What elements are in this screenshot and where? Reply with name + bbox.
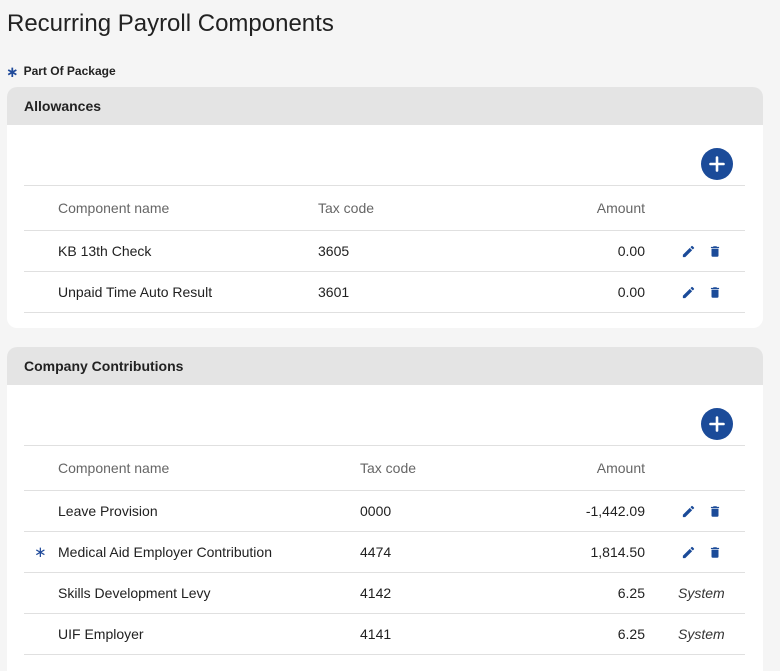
- amount: 0.00: [617, 284, 645, 300]
- company-contributions-card: Company Contributions Component name Tax…: [7, 347, 763, 671]
- table-header-row: Component name Tax code Amount: [24, 445, 745, 490]
- pencil-icon: [682, 245, 694, 257]
- amount: -1,442.09: [585, 503, 645, 519]
- table-header-row: Component name Tax code Amount: [24, 185, 745, 230]
- amount: 6.25: [617, 585, 645, 601]
- column-header-amount: Amount: [596, 200, 645, 216]
- column-header-tax-code: Tax code: [360, 460, 417, 476]
- tax-code: 3605: [318, 243, 350, 259]
- add-allowance-button[interactable]: [701, 148, 733, 180]
- allowances-header: Allowances: [7, 87, 763, 125]
- tax-code: 4474: [360, 544, 392, 560]
- table-row: ∗ Medical Aid Employer Contribution 4474…: [24, 531, 745, 572]
- company-contributions-table: Component name Tax code Amount Leave Pro…: [24, 445, 745, 655]
- edit-button[interactable]: [679, 283, 697, 301]
- page-title: Recurring Payroll Components: [7, 10, 334, 37]
- package-marker-icon: ∗: [6, 64, 19, 81]
- tax-code: 4142: [360, 585, 392, 601]
- trash-icon: [710, 546, 720, 558]
- company-contributions-header: Company Contributions: [7, 347, 763, 385]
- system-label: System: [678, 585, 725, 601]
- plus-icon: [709, 156, 725, 172]
- component-name: Unpaid Time Auto Result: [58, 284, 213, 300]
- table-row: UIF Employer 4141 6.25 System: [24, 613, 745, 655]
- row-actions: [679, 242, 724, 260]
- component-name: KB 13th Check: [58, 243, 152, 259]
- pencil-icon: [682, 286, 694, 298]
- component-name: Leave Provision: [58, 503, 158, 519]
- tax-code: 4141: [360, 626, 392, 642]
- add-contribution-button[interactable]: [701, 408, 733, 440]
- allowances-table: Component name Tax code Amount KB 13th C…: [24, 185, 745, 313]
- package-marker-icon: ∗: [34, 544, 47, 561]
- legend: ∗ Part Of Package: [6, 64, 116, 81]
- edit-button[interactable]: [679, 502, 697, 520]
- delete-button[interactable]: [706, 543, 724, 561]
- trash-icon: [710, 245, 720, 257]
- table-row: KB 13th Check 3605 0.00: [24, 230, 745, 271]
- table-row: Skills Development Levy 4142 6.25 System: [24, 572, 745, 613]
- amount: 0.00: [617, 243, 645, 259]
- column-header-name: Component name: [58, 200, 170, 216]
- pencil-icon: [682, 505, 694, 517]
- delete-button[interactable]: [706, 283, 724, 301]
- tax-code: 0000: [360, 503, 392, 519]
- column-header-name: Component name: [58, 460, 170, 476]
- row-actions: [679, 502, 724, 520]
- amount: 6.25: [617, 626, 645, 642]
- delete-button[interactable]: [706, 502, 724, 520]
- allowances-card: Allowances Component name Tax code Amoun…: [7, 87, 763, 328]
- tax-code: 3601: [318, 284, 350, 300]
- table-row: Unpaid Time Auto Result 3601 0.00: [24, 271, 745, 313]
- component-name: Medical Aid Employer Contribution: [58, 544, 272, 560]
- edit-button[interactable]: [679, 543, 697, 561]
- component-name: UIF Employer: [58, 626, 144, 642]
- column-header-amount: Amount: [596, 460, 645, 476]
- edit-button[interactable]: [679, 242, 697, 260]
- row-actions: [679, 283, 724, 301]
- pencil-icon: [682, 546, 694, 558]
- plus-icon: [709, 416, 725, 432]
- trash-icon: [710, 286, 720, 298]
- trash-icon: [710, 505, 720, 517]
- table-row: Leave Provision 0000 -1,442.09: [24, 490, 745, 531]
- legend-label: Part Of Package: [23, 64, 116, 78]
- delete-button[interactable]: [706, 242, 724, 260]
- component-name: Skills Development Levy: [58, 585, 211, 601]
- system-label: System: [678, 626, 725, 642]
- row-actions: [679, 543, 724, 561]
- column-header-tax-code: Tax code: [318, 200, 375, 216]
- amount: 1,814.50: [590, 544, 646, 560]
